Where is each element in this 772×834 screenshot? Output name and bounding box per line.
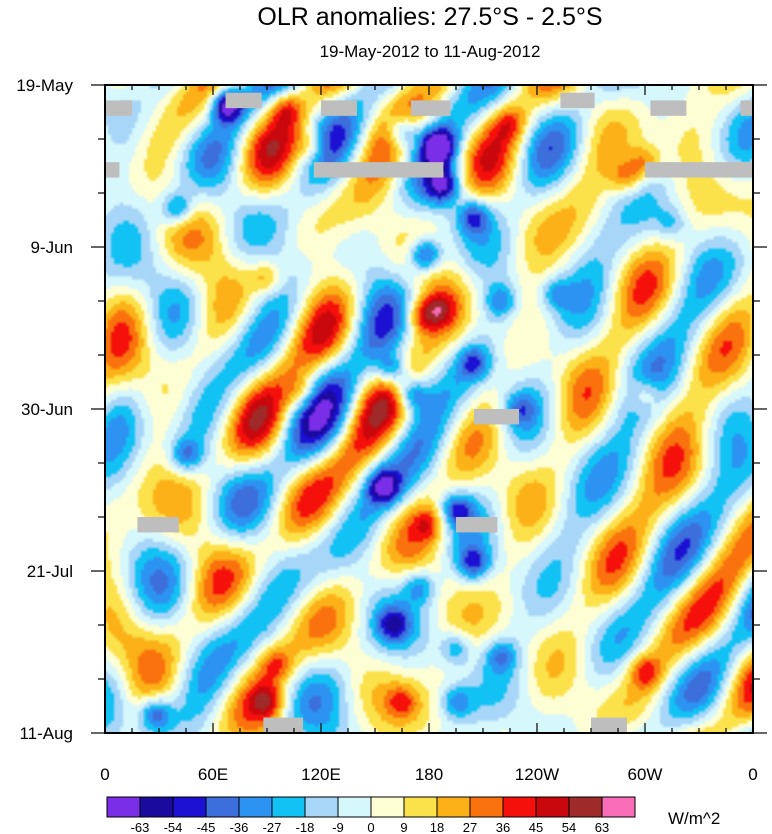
x-tick-label: 60W	[628, 765, 663, 784]
missing-data-patch	[645, 162, 753, 178]
missing-data-patch	[225, 92, 262, 109]
x-tick-label: 120W	[515, 765, 559, 784]
colorbar-level-label: -54	[164, 820, 183, 834]
colorbar-swatch	[469, 796, 504, 818]
colorbar-level-label: -63	[131, 820, 150, 834]
colorbar-level-label: 27	[463, 820, 477, 834]
x-tick-label: 120E	[301, 765, 341, 784]
missing-data-patch	[137, 517, 179, 533]
colorbar-level-label: -45	[197, 820, 216, 834]
colorbar-swatch	[370, 796, 405, 818]
olr-anomaly-field	[105, 85, 753, 733]
colorbar-swatch	[271, 796, 306, 818]
x-tick-label: 0	[748, 765, 757, 784]
chart-title: OLR anomalies: 27.5°S - 2.5°S	[257, 3, 602, 31]
chart-subtitle: 19-May-2012 to 11-Aug-2012	[320, 42, 541, 61]
colorbar: -63 -54 -45 -36 -27 -18 -9 0 9 18 27 36 45 54 63	[106, 796, 636, 834]
colorbar-level-label: 45	[529, 820, 543, 834]
x-tick-label: 0	[100, 765, 109, 784]
colorbar-swatch	[238, 796, 273, 818]
missing-data-layer	[105, 92, 753, 733]
colorbar-swatch	[502, 796, 537, 818]
missing-data-patch	[313, 162, 444, 178]
y-tick-label: 11-Aug	[19, 724, 73, 743]
x-axis: 0 60E 120E 180 120W 60W 0	[100, 85, 758, 784]
missing-data-patch	[411, 100, 451, 116]
colorbar-level-label: 18	[430, 820, 444, 834]
y-axis: 19-May 9-Jun 30-Jun 21-Jul 11-Aug	[16, 76, 767, 743]
colorbar-swatch	[601, 796, 636, 818]
colorbar-swatch	[139, 796, 174, 818]
colorbar-swatch	[304, 796, 339, 818]
missing-data-patch	[105, 162, 120, 178]
colorbar-swatch	[403, 796, 438, 818]
colorbar-level-label: -36	[230, 820, 249, 834]
colorbar-swatch	[436, 796, 471, 818]
colorbar-units: W/m^2	[668, 809, 720, 828]
missing-data-patch	[263, 717, 303, 733]
colorbar-swatch	[205, 796, 240, 818]
colorbar-level-label: -18	[296, 820, 315, 834]
y-tick-label: 30-Jun	[21, 400, 73, 419]
colorbar-level-label: 0	[367, 820, 374, 834]
colorbar-level-label: -9	[332, 820, 344, 834]
colorbar-swatch	[568, 796, 603, 818]
plot-area	[104, 84, 754, 734]
colorbar-level-label: 9	[400, 820, 407, 834]
y-tick-label: 9-Jun	[30, 238, 73, 257]
y-tick-label: 21-Jul	[27, 562, 73, 581]
colorbar-swatch	[172, 796, 207, 818]
colorbar-level-label: -27	[263, 820, 282, 834]
y-tick-label: 19-May	[16, 76, 73, 95]
missing-data-patch	[474, 409, 519, 425]
missing-data-patch	[321, 100, 357, 116]
colorbar-swatch	[106, 796, 141, 818]
missing-data-patch	[560, 92, 595, 109]
missing-data-patch	[650, 100, 687, 116]
missing-data-patch	[456, 517, 498, 533]
x-tick-label: 60E	[198, 765, 228, 784]
missing-data-patch	[740, 100, 753, 116]
x-tick-label: 180	[415, 765, 443, 784]
colorbar-level-label: 54	[562, 820, 576, 834]
missing-data-patch	[105, 100, 132, 116]
colorbar-level-label: 36	[496, 820, 510, 834]
missing-data-patch	[591, 717, 627, 733]
colorbar-swatch	[535, 796, 570, 818]
colorbar-level-label: 63	[595, 820, 609, 834]
colorbar-swatch	[337, 796, 372, 818]
